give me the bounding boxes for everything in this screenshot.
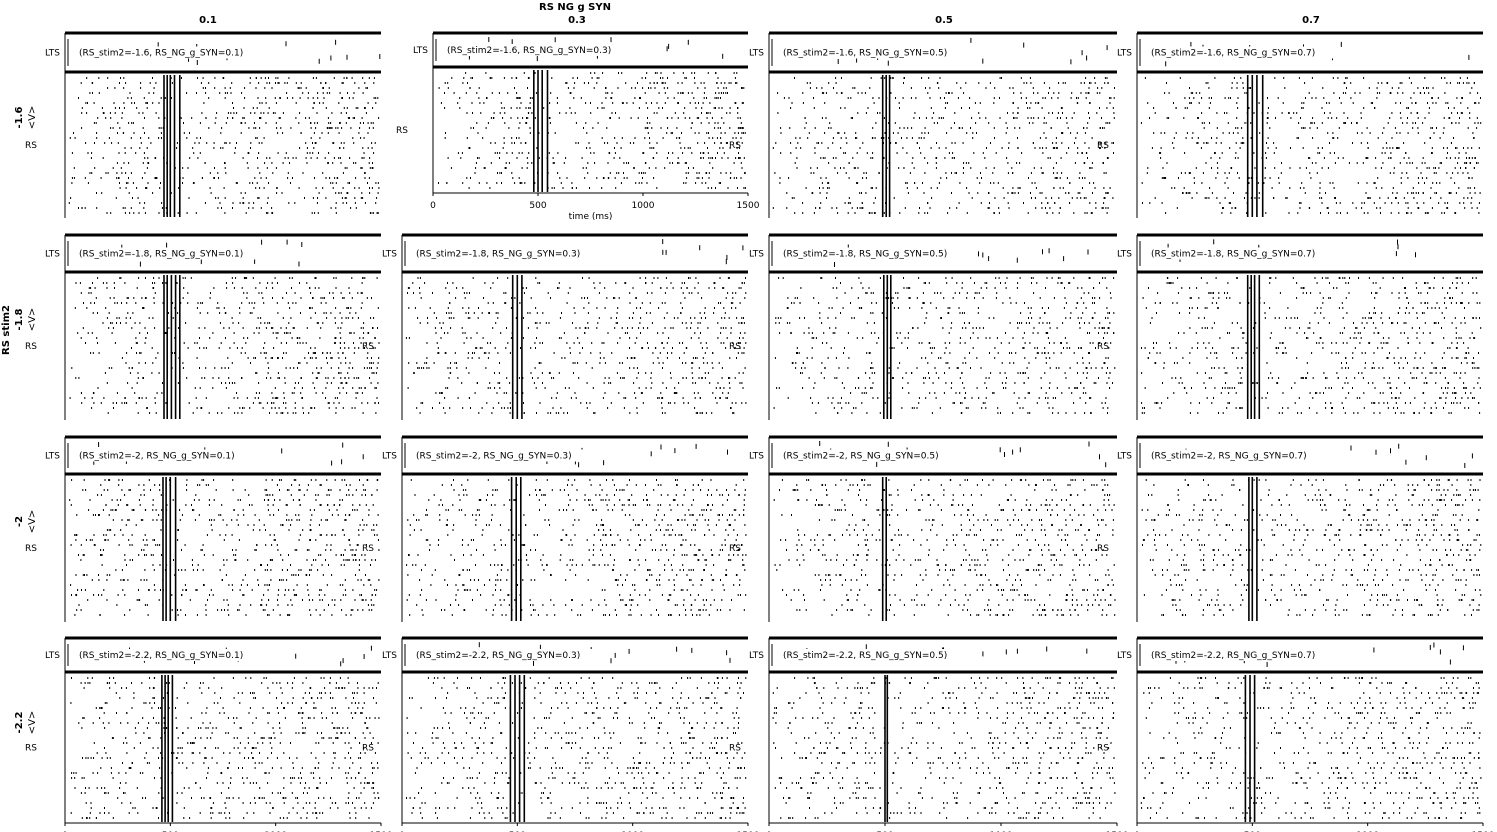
x-tick-label: 0: [430, 201, 436, 211]
population-label-rs: RS: [396, 126, 408, 136]
population-label-rs: RS: [362, 342, 374, 352]
x-axis-label: time (ms): [569, 212, 613, 222]
row-group-label: RS stim2: [1, 305, 12, 355]
population-label-rs: RS: [1097, 141, 1109, 151]
panel-parameter-label: (RS_stim2=-1.8, RS_NG_g_SYN=0.3): [416, 250, 580, 260]
panel-label-backing: [77, 247, 266, 260]
row-ylabel: <V>: [27, 711, 38, 735]
x-tick-label: 500: [529, 201, 546, 211]
column-title: 0.7: [1302, 15, 1320, 26]
raster-panel: LTS RS (RS_stim2=-1.8, RS_NG_g_SYN=0.1): [25, 233, 381, 420]
population-label-rs: RS: [729, 141, 741, 151]
row-ylabel: <V>: [27, 106, 38, 130]
panel-label-backing: [781, 46, 970, 59]
panel-parameter-label: (RS_stim2=-1.6, RS_NG_g_SYN=0.7): [1151, 49, 1315, 59]
row-value-label: -1.8: [14, 309, 25, 331]
population-label-lts: LTS: [749, 49, 764, 59]
x-tick-label: 1500: [737, 201, 760, 211]
population-label-lts: LTS: [45, 49, 60, 59]
raster-panel: LTS RS (RS_stim2=-1.6, RS_NG_g_SYN=0.7): [1097, 31, 1483, 218]
panel-parameter-label: (RS_stim2=-1.6, RS_NG_g_SYN=0.1): [79, 49, 243, 59]
population-label-lts: LTS: [749, 250, 764, 260]
row-value-label: -1.6: [14, 107, 25, 129]
raster-panel: LTS RS (RS_stim2=-1.6, RS_NG_g_SYN=0.3) 0 50…: [396, 31, 760, 222]
panel-parameter-label: (RS_stim2=-1.6, RS_NG_g_SYN=0.5): [783, 49, 947, 59]
population-label-lts: LTS: [1117, 49, 1132, 59]
row-ylabel: <V>: [27, 308, 38, 332]
population-label-lts: LTS: [45, 250, 60, 260]
panel-label-backing: [1149, 46, 1338, 59]
figure-title: RS NG g SYN: [539, 2, 611, 13]
raster-panel: LTS RS (RS_stim2=-1.6, RS_NG_g_SYN=0.5): [729, 31, 1117, 218]
column-title: 0.5: [935, 15, 953, 26]
panel-grid: 0.1 0.3 0.5 0.7-1.6 <V>-1.8 <V>-2 <V>-2.2 <V>LT…: [14, 15, 1495, 832]
population-label-rs: RS: [25, 342, 37, 352]
population-label-rs: RS: [25, 141, 37, 151]
population-label-lts: LTS: [382, 250, 397, 260]
row-value-label: -2: [14, 516, 25, 527]
panel-label-backing: [445, 44, 634, 56]
row-ylabel: <V>: [27, 510, 38, 534]
x-tick-label: 1000: [632, 201, 655, 211]
population-label-lts: LTS: [413, 46, 428, 56]
raster-panel: LTS RS (RS_stim2=-1.6, RS_NG_g_SYN=0.1): [25, 31, 381, 218]
panel-parameter-label: (RS_stim2=-1.6, RS_NG_g_SYN=0.3): [447, 46, 611, 56]
panel-parameter-label: (RS_stim2=-1.8, RS_NG_g_SYN=0.1): [79, 250, 243, 260]
column-title: 0.3: [568, 15, 586, 26]
panel-label-backing: [77, 46, 266, 59]
column-title: 0.1: [199, 15, 217, 26]
raster-panel: LTS RS (RS_stim2=-1.8, RS_NG_g_SYN=0.3): [362, 233, 748, 420]
population-label-rs: RS: [729, 342, 741, 352]
row-value-label: -2.2: [14, 712, 25, 734]
panel-label-backing: [414, 247, 603, 260]
